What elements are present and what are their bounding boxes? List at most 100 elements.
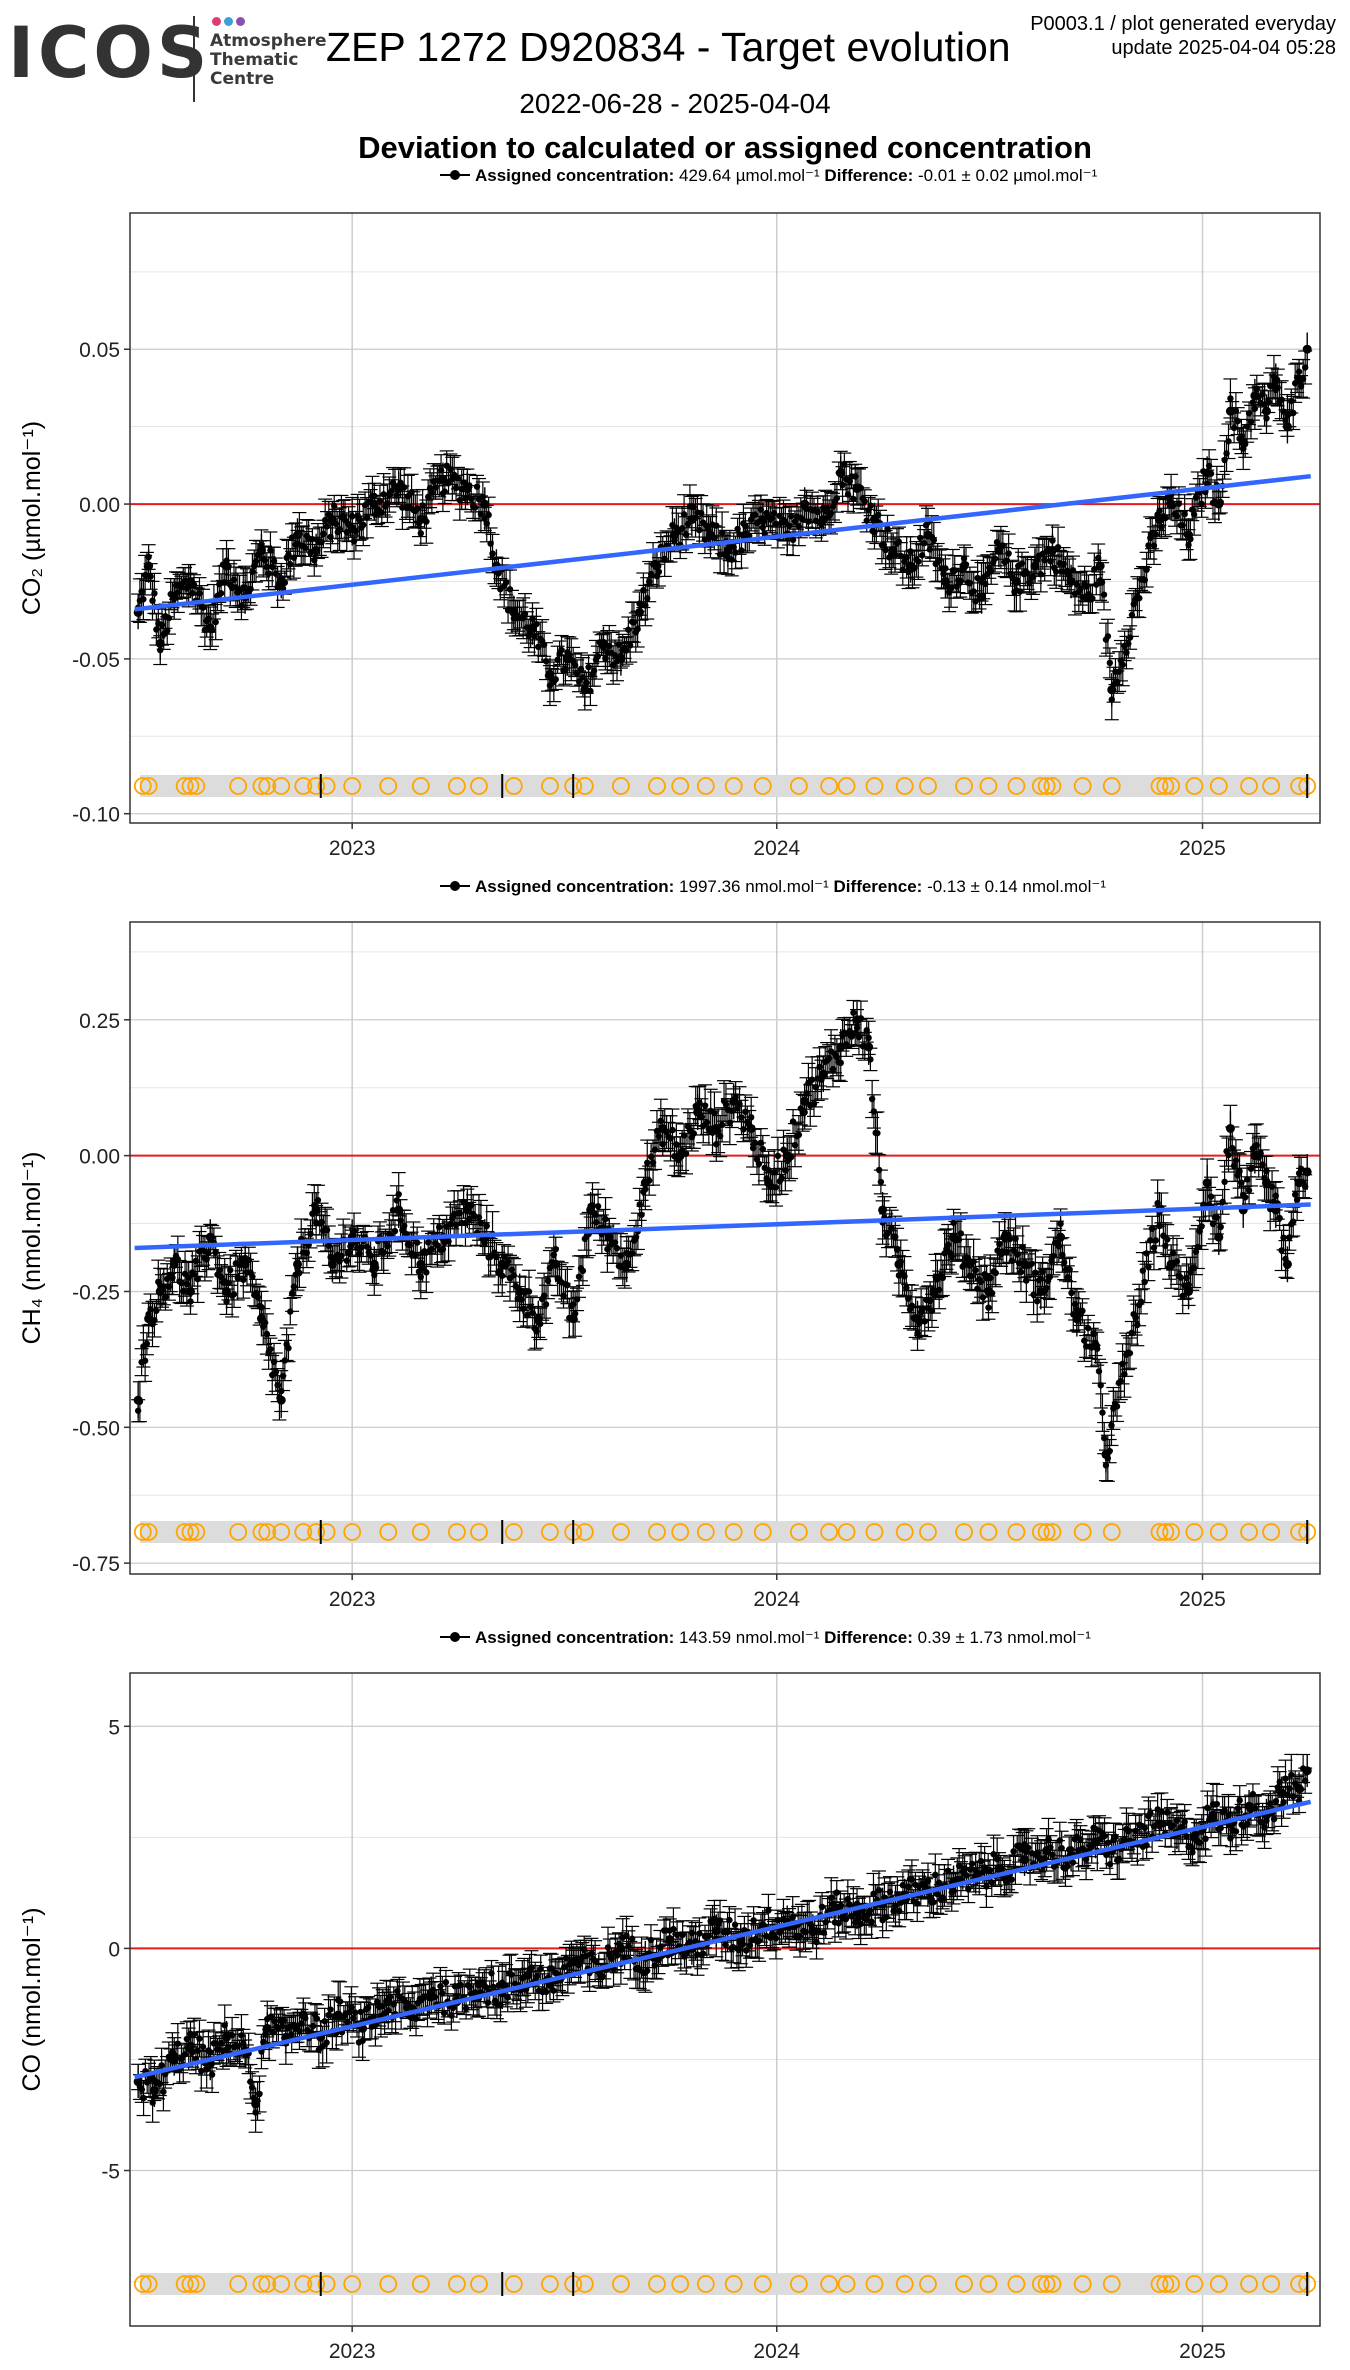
- flag-circle: [317, 1523, 336, 1541]
- flag-circle: [1007, 1523, 1026, 1541]
- data-point: [542, 1301, 550, 1308]
- data-point: [638, 1211, 645, 1218]
- data-point: [602, 1215, 609, 1223]
- data-point: [1066, 576, 1076, 586]
- flag-circle: [789, 777, 808, 795]
- flag-circle: [865, 1523, 884, 1541]
- data-point: [485, 511, 492, 519]
- legend-part-0: Assigned concentration:: [475, 166, 674, 185]
- flag-circle: [379, 1523, 398, 1541]
- data-point: [1238, 437, 1248, 447]
- flag-circle: [1037, 1523, 1056, 1541]
- data-point: [626, 642, 634, 649]
- data-point: [155, 638, 165, 648]
- data-point: [502, 579, 510, 586]
- data-point: [564, 1281, 571, 1289]
- data-point: [1225, 438, 1232, 445]
- flag-circle: [447, 777, 466, 795]
- flag-circle: [1073, 1523, 1092, 1541]
- data-point: [1030, 561, 1040, 571]
- data-point: [1011, 576, 1021, 586]
- x-tick-label: 2025: [1179, 837, 1226, 860]
- data-point: [861, 498, 868, 505]
- data-point: [594, 1203, 602, 1210]
- data-point: [774, 1152, 782, 1160]
- data-point: [758, 515, 768, 525]
- flag-circle: [187, 1523, 206, 1541]
- data-point: [850, 1009, 857, 1016]
- data-point: [1104, 633, 1112, 640]
- flag-circle: [724, 777, 743, 795]
- data-point: [327, 515, 337, 525]
- data-point: [1184, 530, 1194, 540]
- data-point: [162, 1293, 169, 1301]
- flag-circle: [1262, 777, 1281, 795]
- flag-circle: [789, 1523, 808, 1541]
- flag-circle: [1037, 777, 1056, 795]
- flag-circle: [252, 777, 271, 795]
- data-point: [153, 1307, 160, 1314]
- flag-circle: [1043, 777, 1062, 795]
- flag-circle: [671, 1523, 690, 1541]
- flag-circle: [1209, 777, 1228, 795]
- data-point: [509, 607, 519, 617]
- flag-circle: [895, 1523, 914, 1541]
- legend-part-2: Difference:: [824, 166, 913, 185]
- data-point: [738, 547, 745, 554]
- flag-circle: [343, 1523, 362, 1541]
- data-point: [585, 663, 592, 671]
- flag-circle: [955, 1523, 973, 1541]
- data-point: [285, 1344, 292, 1352]
- y-tick-label: -0.10: [72, 804, 120, 827]
- flag-circle: [379, 777, 398, 795]
- flag-circle: [1185, 777, 1204, 795]
- flag-circle: [1007, 777, 1026, 795]
- data-point: [579, 1267, 587, 1275]
- data-point: [740, 530, 750, 540]
- data-point: [1175, 500, 1183, 507]
- data-point: [552, 676, 559, 683]
- data-point: [635, 607, 645, 617]
- data-point: [311, 546, 321, 556]
- data-point: [265, 570, 272, 577]
- flag-circle: [258, 1523, 277, 1541]
- flag-circle: [139, 777, 158, 795]
- data-point: [874, 1129, 881, 1137]
- data-point: [1107, 685, 1117, 695]
- data-point: [545, 669, 555, 679]
- flag-circle: [648, 1523, 666, 1541]
- x-tick-label: 2024: [753, 837, 800, 860]
- plot-area: [130, 213, 1320, 823]
- flag-circle: [820, 1523, 839, 1541]
- data-point: [580, 685, 590, 695]
- data-point: [616, 654, 626, 664]
- legend-text: Assigned concentration: 1997.36 nmol.mol…: [475, 877, 1106, 896]
- flag-circle: [229, 1523, 248, 1541]
- flag-circle: [411, 777, 430, 795]
- data-point: [471, 504, 479, 511]
- flag-circle: [133, 777, 152, 795]
- data-point: [1126, 1349, 1134, 1357]
- data-point: [1047, 546, 1057, 556]
- data-point: [850, 495, 857, 503]
- data-point: [1282, 422, 1292, 432]
- data-point: [1294, 375, 1304, 385]
- data-point: [1225, 406, 1235, 416]
- data-point: [923, 530, 933, 540]
- data-point: [598, 638, 608, 648]
- data-point: [222, 561, 232, 571]
- data-point: [477, 511, 485, 518]
- flag-circle: [919, 1523, 937, 1541]
- flag-circle: [696, 777, 715, 795]
- data-point: [423, 1269, 430, 1276]
- flag-circle: [575, 777, 594, 795]
- data-point: [230, 1291, 238, 1298]
- data-point: [1181, 510, 1188, 518]
- data-point: [1214, 499, 1224, 509]
- flag-circle: [504, 777, 523, 795]
- data-point: [1113, 1403, 1121, 1410]
- flag-circle: [411, 1523, 430, 1541]
- flag-circle: [1043, 1523, 1062, 1541]
- flag-circle: [955, 777, 973, 795]
